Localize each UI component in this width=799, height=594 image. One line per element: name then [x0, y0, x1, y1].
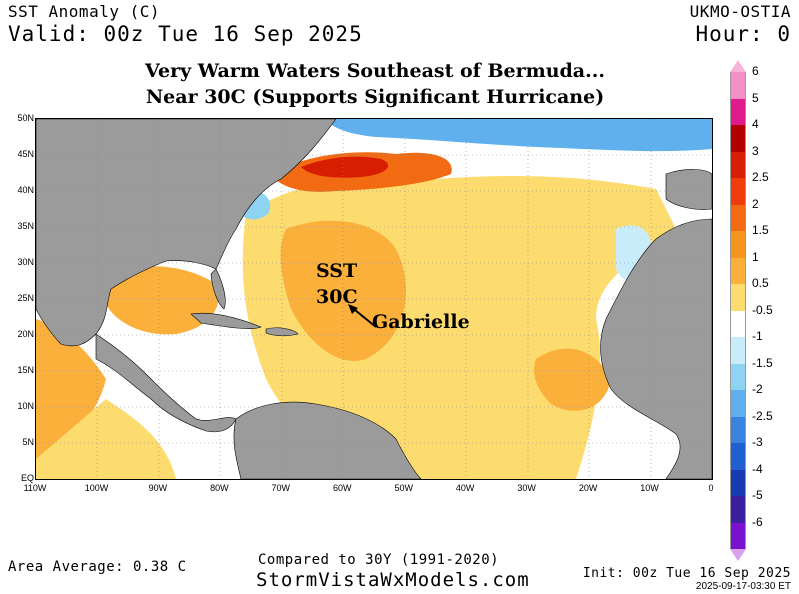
product-title: SST Anomaly (C) — [8, 2, 160, 21]
lon-label: 70W — [271, 483, 291, 493]
colorbar-label: 2.5 — [752, 170, 769, 184]
sst-anomaly-map — [35, 118, 713, 480]
colorbar-swatch — [730, 151, 746, 178]
colorbar-swatch — [730, 284, 746, 311]
forecast-hour: Hour: 0 — [695, 22, 791, 46]
cuba-land — [190, 312, 262, 329]
colorbar-label: -2 — [752, 382, 763, 396]
colorbar-swatch — [730, 363, 746, 390]
colorbar-label: 4 — [752, 117, 759, 131]
colorbar-label: -3 — [752, 435, 763, 449]
lat-label: EQ — [20, 473, 34, 483]
colorbar-label: 1.5 — [752, 223, 769, 237]
colorbar-swatch — [730, 310, 746, 337]
init-time: Init: 00z Tue 16 Sep 2025 — [582, 566, 791, 581]
headline-line1: Very Warm Waters Southeast of Bermuda... — [145, 60, 605, 82]
colorbar-label: 5 — [752, 90, 759, 105]
render-timestamp: 2025-09-17-03:30 ET — [695, 581, 791, 592]
florida-land — [210, 268, 226, 310]
colorbar-swatch — [730, 522, 746, 549]
colorbar-swatch — [730, 98, 746, 125]
africa-land — [600, 218, 712, 479]
lat-label: 45N — [17, 149, 34, 159]
storm-name-label: Gabrielle — [372, 311, 470, 333]
pacific-warm — [36, 319, 106, 459]
lon-label: 20W — [578, 483, 598, 493]
lon-label: 60W — [333, 483, 352, 493]
lon-label: 90W — [148, 483, 168, 493]
lat-label: 30N — [17, 257, 34, 267]
lon-label: 0 — [708, 483, 714, 493]
graticule — [36, 119, 712, 479]
colorbar-top-cap — [730, 60, 746, 72]
north-cool — [326, 119, 712, 152]
lon-label: 80W — [210, 483, 229, 493]
colorbar-swatch — [730, 390, 746, 417]
colorbar-swatch — [730, 337, 746, 364]
colorbar-label: -1 — [752, 329, 763, 343]
lat-label: 50N — [17, 113, 34, 123]
colorbar-label: -1.5 — [752, 355, 773, 370]
colorbar-label: 2 — [752, 196, 759, 211]
lon-label: 30W — [517, 483, 536, 493]
colorbar-label: 0.5 — [752, 276, 769, 290]
colorbar-swatch — [730, 72, 746, 99]
colorbar-swatch — [730, 204, 746, 231]
sst-label: SST — [316, 260, 358, 282]
colorbar-label: 1 — [752, 249, 759, 264]
lon-label: 110W — [23, 483, 47, 493]
colorbar-label: -2.5 — [752, 408, 773, 423]
colorbar-label: 6 — [752, 64, 759, 78]
east-atlantic-warm — [534, 348, 611, 411]
site-credit: StormVistaWxModels.com — [256, 569, 530, 591]
colorbar-swatch — [730, 231, 746, 258]
climatology-note: Compared to 30Y (1991-2020) — [258, 552, 500, 568]
lon-label: 10W — [640, 483, 659, 493]
lon-label: 40W — [455, 483, 475, 493]
colorbar-bottom-cap — [730, 549, 746, 561]
data-source: UKMO-OSTIA — [689, 2, 791, 21]
sst-value-label: 30C — [316, 286, 358, 308]
lat-label: 25N — [17, 293, 34, 303]
pacific-warm-2 — [36, 399, 176, 479]
colorbar-label: -0.5 — [752, 302, 773, 317]
colorbar-swatch — [730, 178, 746, 205]
lat-label: 10N — [17, 401, 34, 411]
colorbar-label: -5 — [752, 488, 763, 502]
lat-label: 5N — [22, 437, 34, 447]
colorbar-label: 3 — [752, 143, 759, 158]
gulf-stream-very-hot — [301, 156, 389, 178]
iberia-land — [665, 169, 712, 210]
south-america-land — [233, 401, 422, 479]
valid-time: Valid: 00z Tue 16 Sep 2025 — [8, 22, 363, 46]
colorbar-swatch — [730, 443, 746, 470]
gulf-warm — [106, 266, 219, 335]
lat-label: 20N — [17, 329, 34, 339]
map-canvas — [36, 119, 712, 479]
lon-label: 50W — [394, 483, 413, 493]
lat-label: 35N — [17, 221, 34, 231]
colorbar-label: -4 — [752, 461, 763, 476]
colorbar-swatch — [730, 469, 746, 496]
colorbar-swatch — [730, 496, 746, 523]
arrow-head-icon — [348, 304, 358, 314]
lon-label: 100W — [84, 483, 109, 493]
headline-line2: Near 30C (Supports Significant Hurricane… — [145, 86, 605, 108]
colorbar-swatch — [730, 125, 746, 152]
colorbar-swatch — [730, 416, 746, 443]
colorbar-swatch — [730, 257, 746, 284]
north-america-land — [36, 119, 337, 347]
colorbar-label: -6 — [752, 514, 763, 529]
lat-label: 40N — [17, 185, 34, 195]
area-average: Area Average: 0.38 C — [8, 559, 187, 575]
lat-label: 15N — [17, 365, 34, 375]
